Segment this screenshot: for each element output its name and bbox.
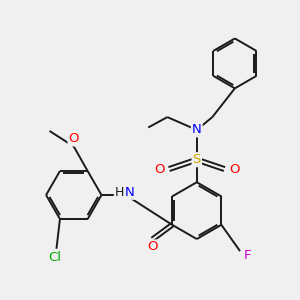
Text: F: F xyxy=(244,249,251,262)
Text: Cl: Cl xyxy=(48,251,61,264)
Text: O: O xyxy=(154,163,165,176)
Text: N: N xyxy=(125,186,135,199)
Text: N: N xyxy=(192,123,202,136)
Text: S: S xyxy=(193,153,201,166)
Text: H: H xyxy=(115,186,124,199)
Text: O: O xyxy=(147,241,158,254)
Text: O: O xyxy=(68,132,79,146)
Text: O: O xyxy=(229,163,239,176)
